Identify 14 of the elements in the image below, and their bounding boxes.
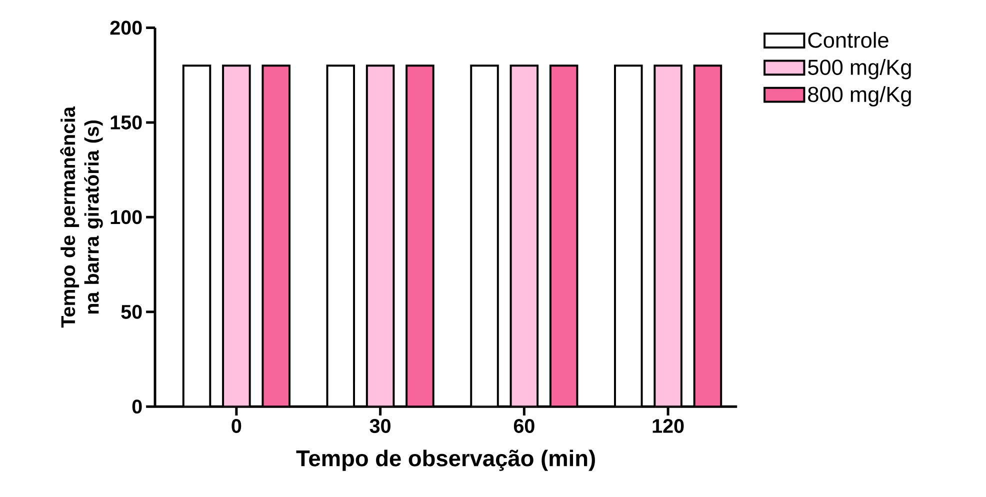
text: Controle (808, 32, 888, 48)
y-tick-label: 0 (132, 400, 142, 414)
x-axis-title: Tempo de observação (min) (296, 450, 595, 471)
y-tick-label: 200 (110, 20, 142, 35)
legend-label: 500 mg/Kg (808, 59, 911, 80)
y-axis-title: Tempo de permanência na barra giratória (s) (60, 106, 103, 328)
y-tick-label: 150 (110, 116, 142, 130)
y-tick-label: 100 (110, 210, 142, 224)
x-tick-label: 120 (652, 419, 684, 434)
y-tick-label: 50 (121, 304, 142, 319)
legend-label: 800 mg/Kg (808, 86, 911, 107)
x-tick-label: 30 (370, 419, 390, 434)
x-tick-label: 60 (514, 419, 534, 434)
x-tick-label: 0 (232, 419, 242, 434)
